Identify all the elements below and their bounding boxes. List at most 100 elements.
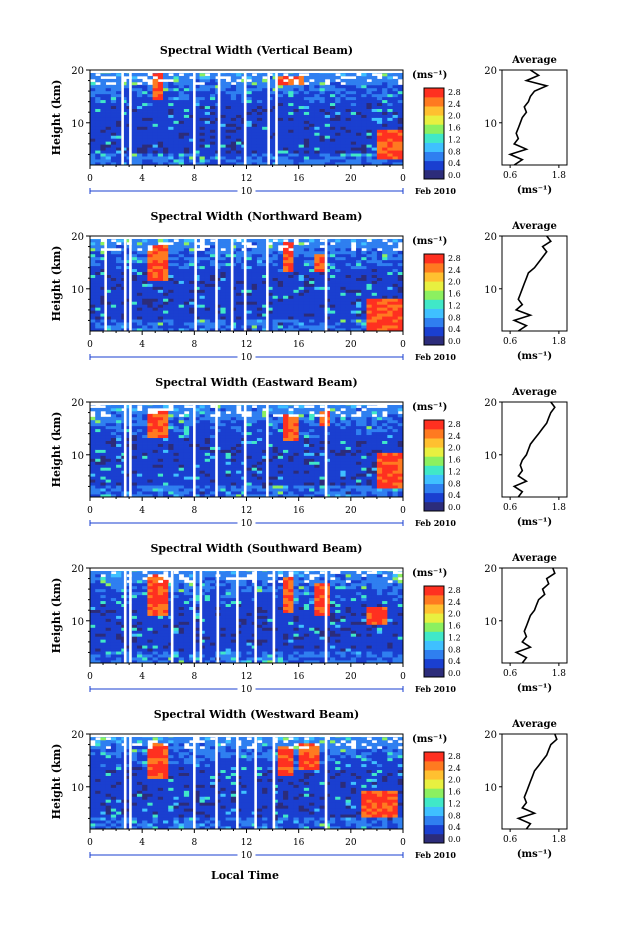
heatmap-cell bbox=[319, 286, 326, 290]
heatmap-cell bbox=[314, 244, 320, 249]
heatmap-cell bbox=[189, 422, 195, 427]
heatmap-cell bbox=[142, 404, 148, 409]
heatmap-cell bbox=[371, 289, 378, 293]
heatmap-cell bbox=[100, 295, 107, 299]
heatmap-cell bbox=[105, 265, 112, 270]
heatmap-cell bbox=[376, 126, 383, 130]
heatmap-cell bbox=[350, 87, 357, 92]
heatmap-cell bbox=[329, 247, 336, 252]
heatmap-cell bbox=[100, 90, 107, 95]
heatmap-cell bbox=[199, 325, 206, 329]
heatmap-cell bbox=[204, 111, 211, 115]
heatmap-cell bbox=[361, 259, 367, 264]
heatmap-cell bbox=[298, 96, 305, 101]
heatmap-cell bbox=[236, 476, 242, 480]
heatmap-cell bbox=[361, 280, 367, 284]
heatmap-cell bbox=[230, 271, 237, 275]
heatmap-cell bbox=[183, 132, 190, 136]
heatmap-cell bbox=[220, 144, 227, 148]
heatmap-cell bbox=[371, 286, 378, 290]
heatmap-cell bbox=[267, 259, 273, 264]
heatmap-cell bbox=[110, 283, 117, 287]
heatmap-cell bbox=[314, 78, 320, 83]
colorbar-tick-label: 0.4 bbox=[448, 325, 461, 334]
heatmap-cell bbox=[256, 310, 263, 314]
heatmap-cell bbox=[199, 428, 206, 433]
heatmap-cell bbox=[246, 238, 253, 243]
heatmap-cell bbox=[209, 153, 216, 157]
heatmap-cell bbox=[277, 147, 284, 151]
heatmap-cell bbox=[131, 156, 138, 160]
heatmap-cell bbox=[350, 156, 357, 160]
heatmap-cell bbox=[199, 96, 206, 101]
heatmap-cell bbox=[168, 292, 174, 296]
heatmap-cell bbox=[131, 72, 138, 77]
heatmap-cell bbox=[131, 298, 138, 302]
heatmap-cell bbox=[329, 99, 336, 104]
heatmap-cell bbox=[220, 123, 227, 127]
heatmap-cell bbox=[178, 419, 185, 424]
heatmap-cell bbox=[105, 271, 112, 275]
heatmap-cell bbox=[267, 301, 273, 305]
heatmap-cell bbox=[157, 404, 164, 409]
heatmap-cell bbox=[356, 322, 362, 326]
heatmap-cell bbox=[220, 120, 227, 124]
heatmap-cell bbox=[366, 310, 373, 314]
heatmap-cell bbox=[256, 156, 263, 160]
heatmap-cell bbox=[183, 253, 190, 258]
heatmap-cell bbox=[100, 491, 107, 495]
heatmap-cell bbox=[152, 295, 159, 299]
heatmap-cell bbox=[277, 93, 284, 98]
heatmap-cell bbox=[350, 132, 357, 136]
heatmap-cell bbox=[110, 96, 117, 101]
heatmap-cell bbox=[163, 479, 169, 483]
heatmap-cell bbox=[361, 244, 367, 249]
heatmap-cell bbox=[194, 253, 200, 258]
average-y-tick-label: 20 bbox=[484, 232, 497, 243]
heatmap-cell bbox=[204, 271, 211, 275]
heatmap-cell bbox=[152, 286, 159, 290]
heatmap-cell bbox=[329, 81, 336, 86]
heatmap-cell bbox=[220, 416, 227, 421]
heatmap-cell bbox=[272, 295, 279, 299]
heatmap-cell bbox=[204, 482, 211, 486]
heatmap-cell bbox=[105, 262, 112, 267]
heatmap-cell bbox=[267, 464, 273, 468]
heatmap-cell bbox=[157, 437, 164, 441]
heatmap-cell bbox=[329, 129, 336, 133]
heatmap-cell bbox=[220, 325, 227, 329]
heatmap-cell bbox=[178, 159, 185, 163]
heatmap-cell bbox=[100, 123, 107, 127]
heatmap-cell bbox=[303, 247, 310, 252]
heatmap-cell bbox=[314, 250, 320, 255]
heatmap-cell bbox=[157, 274, 164, 278]
heatmap-cell bbox=[387, 259, 393, 264]
heatmap-cell bbox=[361, 90, 367, 95]
heatmap-cell bbox=[345, 156, 352, 160]
heatmap-cell bbox=[116, 494, 122, 498]
heatmap-cell bbox=[335, 135, 341, 139]
heatmap-cell bbox=[230, 443, 237, 447]
heatmap-cell bbox=[246, 93, 253, 98]
heatmap-cell bbox=[90, 247, 96, 252]
heatmap-cell bbox=[256, 482, 263, 486]
heatmap-cell bbox=[183, 289, 190, 293]
heatmap-cell bbox=[340, 105, 347, 109]
heatmap-cell bbox=[272, 488, 279, 492]
heatmap-cell bbox=[105, 108, 112, 112]
heatmap-cell bbox=[220, 141, 227, 145]
heatmap-cell bbox=[387, 72, 393, 77]
heatmap-cell bbox=[361, 96, 367, 101]
heatmap-cell bbox=[345, 105, 352, 109]
heatmap-cell bbox=[335, 325, 341, 329]
heatmap-cell bbox=[110, 316, 117, 320]
heatmap-cell bbox=[95, 301, 101, 305]
heatmap-cell bbox=[100, 289, 107, 293]
heatmap-cell bbox=[142, 422, 148, 427]
heatmap-cell bbox=[131, 310, 138, 314]
heatmap-cell bbox=[324, 325, 331, 329]
heatmap-cell bbox=[283, 304, 289, 308]
heatmap-cell bbox=[382, 99, 388, 104]
heatmap-cell bbox=[319, 289, 326, 293]
heatmap-cell bbox=[366, 313, 373, 317]
